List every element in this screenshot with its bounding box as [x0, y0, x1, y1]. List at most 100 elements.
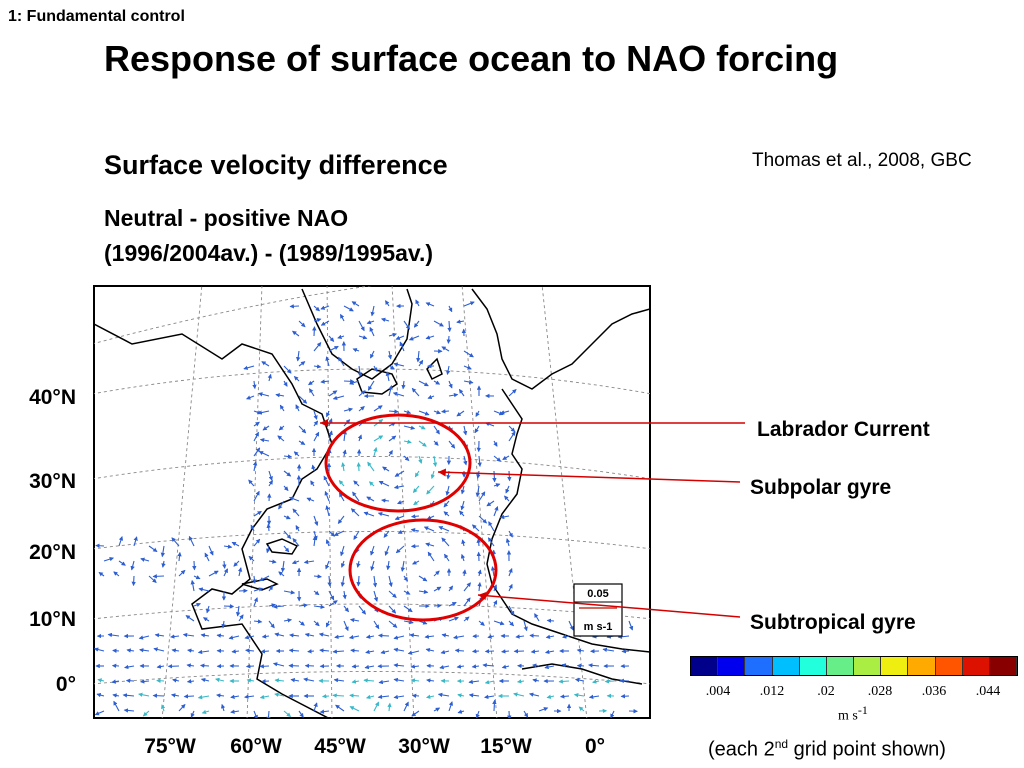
colorbar-swatch — [854, 657, 882, 675]
velocity-arrow — [244, 635, 255, 640]
velocity-arrow — [253, 597, 258, 607]
velocity-arrow — [178, 703, 186, 712]
velocity-arrow — [401, 380, 406, 390]
velocity-arrow — [289, 633, 300, 638]
velocity-arrow — [298, 440, 306, 445]
velocity-arrow — [215, 677, 225, 683]
velocity-arrow — [425, 335, 435, 340]
velocity-arrow — [395, 545, 405, 554]
velocity-arrow — [268, 479, 273, 487]
velocity-arrow — [199, 663, 210, 668]
colorbar-swatch — [691, 657, 719, 675]
velocity-arrow — [131, 575, 136, 587]
velocity-arrow — [388, 590, 397, 598]
velocity-arrow — [325, 620, 330, 628]
velocity-arrow — [358, 390, 366, 397]
velocity-arrow — [328, 530, 336, 537]
velocity-arrow — [319, 709, 330, 714]
velocity-arrow — [272, 662, 285, 667]
velocity-arrow — [278, 571, 285, 577]
velocity-arrow — [112, 693, 120, 698]
velocity-arrow — [487, 634, 495, 639]
velocity-arrow — [418, 440, 427, 447]
velocity-arrow — [544, 649, 555, 655]
velocity-arrow — [378, 480, 390, 487]
colorbar-tick: .02 — [817, 684, 835, 699]
lat-label-30n: 30°N — [29, 470, 76, 493]
lat-label-10n: 10°N — [29, 608, 76, 631]
velocity-arrow — [335, 704, 345, 712]
velocity-arrow — [339, 492, 345, 502]
velocity-arrow — [298, 710, 304, 718]
velocity-arrow — [460, 485, 466, 495]
velocity-arrow — [363, 511, 375, 517]
velocity-arrow — [325, 505, 330, 517]
velocity-arrow — [283, 710, 292, 717]
velocity-arrow — [341, 462, 346, 472]
velocity-arrow — [170, 634, 180, 639]
velocity-arrow — [508, 568, 513, 577]
velocity-arrow — [272, 604, 285, 609]
velocity-arrow — [193, 575, 201, 580]
velocity-arrow — [205, 605, 211, 614]
velocity-arrow — [397, 529, 405, 534]
velocity-arrow — [356, 462, 361, 472]
velocity-arrow — [343, 407, 354, 412]
velocity-arrow — [310, 480, 315, 487]
velocity-arrow — [296, 350, 301, 362]
velocity-arrow — [454, 648, 465, 653]
velocity-arrow — [513, 692, 525, 697]
velocity-arrow — [378, 679, 390, 685]
colorbar-swatch — [989, 657, 1018, 675]
velocity-arrow — [298, 320, 306, 328]
velocity-arrow — [237, 567, 243, 577]
velocity-arrow — [349, 706, 360, 712]
velocity-arrow — [259, 575, 270, 582]
velocity-arrow — [377, 694, 390, 700]
velocity-arrow — [94, 647, 105, 652]
velocity-arrow — [235, 605, 241, 617]
velocity-arrow — [388, 449, 393, 457]
velocity-arrow — [508, 530, 513, 538]
lon-label-15w: 15°W — [480, 735, 532, 758]
velocity-arrow — [427, 551, 435, 562]
velocity-arrow — [523, 620, 528, 632]
colorbar-swatch — [881, 657, 909, 675]
panel-caption-line1: Neutral - positive NAO — [104, 205, 349, 231]
velocity-arrow — [326, 410, 331, 418]
velocity-arrow — [328, 430, 333, 442]
velocity-arrow — [457, 709, 465, 714]
velocity-arrow — [433, 320, 444, 327]
velocity-arrow — [154, 633, 165, 638]
velocity-arrow — [133, 536, 138, 547]
velocity-arrow — [324, 490, 330, 502]
velocity-arrow — [368, 481, 375, 487]
velocity-arrow — [208, 570, 219, 577]
velocity-arrow — [280, 560, 286, 573]
velocity-arrow — [267, 493, 272, 502]
velocity-arrow — [313, 364, 322, 369]
velocity-arrow — [161, 704, 166, 712]
velocity-arrow — [292, 508, 300, 517]
velocity-arrow — [103, 557, 114, 562]
velocity-arrow — [252, 460, 258, 472]
velocity-arrow — [448, 616, 459, 622]
velocity-arrow — [448, 701, 454, 712]
velocity-arrow — [377, 511, 390, 517]
velocity-arrow — [395, 335, 405, 340]
velocity-arrow — [508, 620, 515, 627]
velocity-arrow — [340, 545, 345, 557]
velocity-arrow — [385, 300, 390, 307]
velocity-arrow — [386, 560, 391, 571]
velocity-arrow — [403, 605, 413, 613]
velocity-arrow — [303, 559, 315, 565]
velocity-arrow — [246, 678, 255, 683]
velocity-arrow — [338, 480, 345, 487]
colorbar-swatch — [772, 657, 800, 675]
velocity-arrow — [576, 663, 585, 668]
velocity-arrow — [295, 525, 300, 532]
velocity-arrow — [349, 380, 360, 385]
velocity-arrow — [474, 425, 480, 434]
velocity-arrow — [313, 574, 322, 579]
